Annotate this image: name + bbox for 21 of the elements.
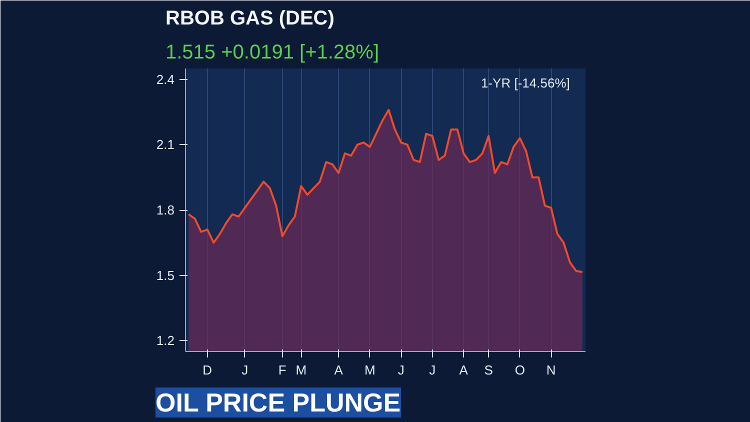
x-tick-label: O xyxy=(514,362,525,378)
y-tick-label: 1.2 xyxy=(156,333,175,348)
y-tick-label: 2.4 xyxy=(156,72,175,87)
x-tick-label: F xyxy=(278,362,286,378)
y-tick-label: 1.5 xyxy=(156,268,175,283)
text: OIL PRICE PLUNGE xyxy=(156,388,401,418)
x-tick-label: A xyxy=(334,362,344,378)
annotation: 1-YR [-14.56%] xyxy=(481,76,570,90)
x-tick-label: J xyxy=(429,362,436,378)
x-tick-label: S xyxy=(484,362,494,378)
x-tick-label: M xyxy=(296,362,307,378)
x-tick-label: A xyxy=(459,362,468,378)
y-tick-label: 1.8 xyxy=(156,202,175,218)
x-tick-label: N xyxy=(546,362,556,378)
chart-title: RBOB GAS (DEC) xyxy=(166,8,334,30)
x-tick-label: J xyxy=(242,362,248,378)
x-tick-label: M xyxy=(364,362,376,378)
y-tick-label: 2.1 xyxy=(156,137,175,152)
x-tick-label: J xyxy=(398,362,404,378)
chart-subtitle: 1.515 +0.0191 [+1.28%] xyxy=(166,42,380,64)
x-tick-label: D xyxy=(202,362,212,378)
